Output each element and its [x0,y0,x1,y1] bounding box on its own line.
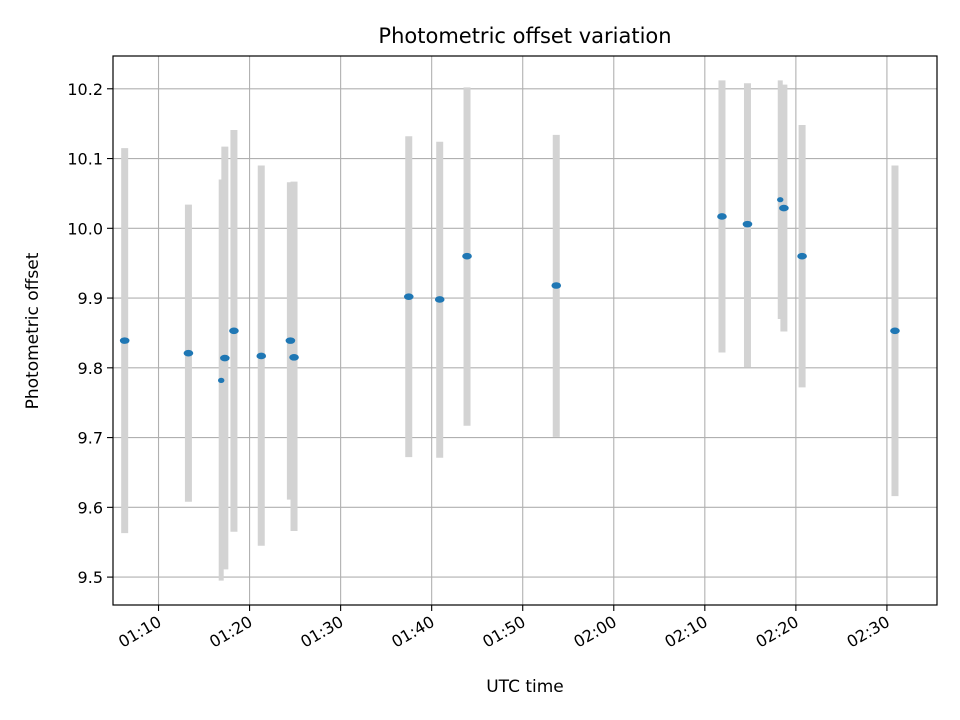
data-point [779,204,789,212]
data-point [742,220,753,228]
data-points [119,197,900,383]
data-point [403,293,414,300]
y-tick-label: 9.9 [78,289,103,308]
data-point [229,327,239,335]
y-tick-label: 9.8 [78,359,103,378]
x-axis-label: UTC time [486,677,564,697]
plot-frame [112,55,938,606]
data-point [220,354,230,362]
chart-title: Photometric offset variation [378,24,671,48]
data-point [717,213,727,220]
data-point [285,337,296,344]
data-point [256,352,267,360]
data-point [289,354,299,361]
y-axis-label: Photometric offset [23,252,43,409]
y-tick-label: 10.2 [67,80,103,99]
y-tick-label: 9.6 [78,498,103,517]
data-point [183,349,194,357]
data-point [797,252,807,260]
data-point [890,327,900,335]
data-point [119,337,130,344]
data-point [434,296,445,303]
data-point [462,252,472,260]
data-point [777,197,784,203]
y-tick-label: 10.0 [67,219,103,238]
y-tick-label: 9.5 [78,568,103,587]
y-tick-label: 9.7 [78,429,103,448]
y-axis-ticks: 9.5 9.6 9.7 9.8 9.9 10.0 10.1 10.2 [67,80,113,587]
data-point [217,377,225,383]
y-tick-label: 10.1 [67,150,103,169]
data-point [551,282,562,289]
